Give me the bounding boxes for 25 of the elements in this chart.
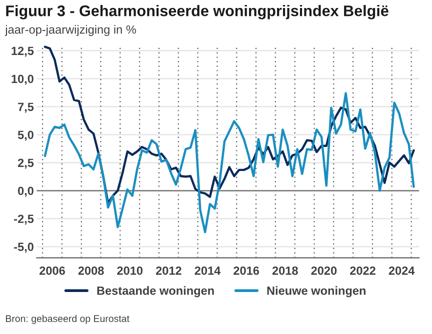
text: Bron: gebaseerd op Eurostat [6, 314, 130, 324]
x-tick-label: 2008 [78, 266, 104, 275]
x-tick-label: 2020 [311, 266, 337, 275]
y-tick-label: -5,0 [14, 242, 34, 253]
y-tick-label: 0,0 [18, 186, 34, 197]
x-tick-label: 2006 [40, 266, 65, 275]
x-tick-label: 2022 [350, 266, 376, 275]
chart-title: Figuur 3 - Geharmoniseerde woningprijsindex België [6, 5, 388, 20]
y-tick-label: 7,5 [18, 102, 34, 113]
y-tick-label: 2,5 [18, 158, 34, 169]
y-tick-label: 10,0 [12, 74, 34, 85]
y-tick-label: -2,5 [14, 214, 34, 225]
y-tick-label: 12,5 [12, 46, 34, 57]
legend-label: Bestaande woningen [97, 286, 214, 298]
legend-label: Nieuwe woningen [267, 286, 366, 298]
x-tick-label: 2024 [388, 266, 415, 275]
x-tick-label: 2016 [234, 266, 260, 275]
line-series [44, 92, 415, 234]
x-tick-label: 2012 [156, 266, 182, 275]
chart-subtitle: jaar-op-jaarwijziging in % [4, 25, 136, 36]
line-series [44, 46, 415, 204]
x-tick-label: 2018 [272, 266, 298, 275]
x-tick-label: 2010 [117, 266, 143, 275]
y-tick-label: 5,0 [18, 130, 34, 141]
x-tick-label: 2014 [194, 266, 221, 275]
